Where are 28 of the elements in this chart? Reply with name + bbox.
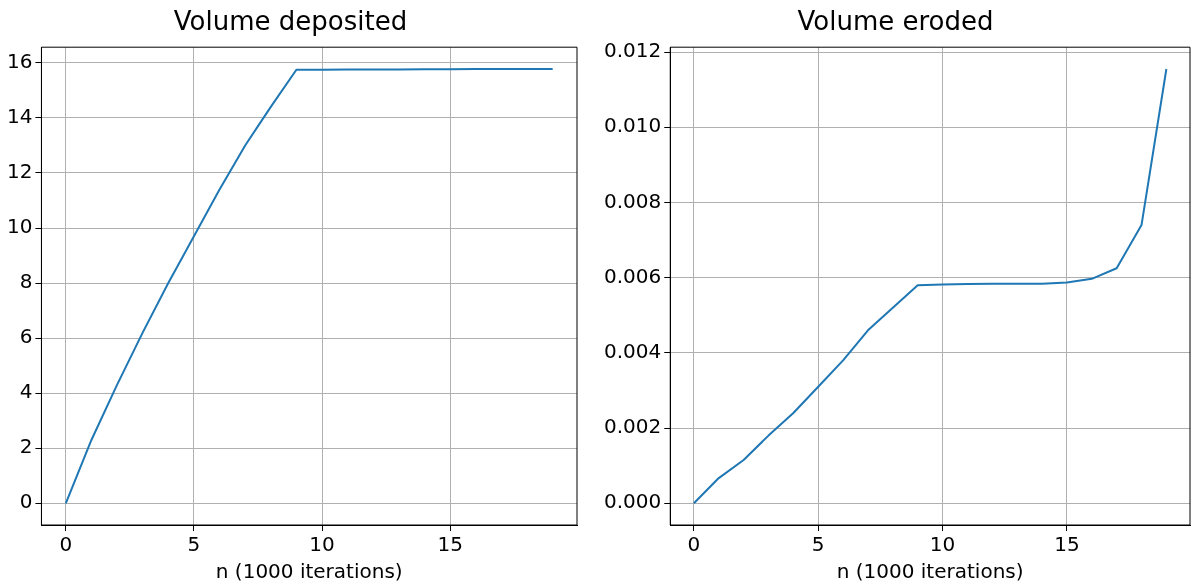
x-tick-label: 0 (687, 532, 701, 557)
y-tick-label: 2 (19, 434, 33, 459)
y-tick-label: 8 (19, 269, 33, 294)
x-tick-label: 0 (59, 532, 73, 557)
chart-title: Volume eroded (797, 6, 994, 37)
x-tick-label: 5 (187, 532, 201, 557)
y-tick-label: 0.004 (603, 339, 662, 364)
x-tick-label: 10 (309, 532, 335, 557)
x-tick-label: 10 (929, 532, 956, 557)
y-tick-label: 0 (19, 489, 33, 514)
y-tick-label: 6 (19, 324, 33, 349)
y-tick-label: 0.012 (603, 38, 662, 63)
y-tick-label: 10 (7, 214, 33, 239)
x-axis-title: n (1000 iterations) (836, 559, 1024, 584)
y-tick-label: 12 (7, 159, 33, 184)
y-tick-label: 16 (7, 49, 33, 74)
x-tick-label: 15 (1054, 532, 1080, 557)
y-tick-label: 4 (19, 379, 33, 404)
x-tick-label: 15 (437, 532, 463, 557)
y-tick-label: 0.002 (603, 414, 662, 439)
y-tick-label: 14 (7, 104, 33, 129)
y-tick-label: 0.000 (603, 489, 662, 514)
x-axis-title: n (1000 iterations) (215, 559, 403, 584)
chart-title: Volume deposited (173, 6, 408, 37)
y-tick-label: 0.010 (603, 113, 662, 138)
x-tick-label: 5 (811, 532, 825, 557)
y-tick-label: 0.008 (603, 188, 662, 213)
y-tick-label: 0.006 (603, 263, 662, 288)
